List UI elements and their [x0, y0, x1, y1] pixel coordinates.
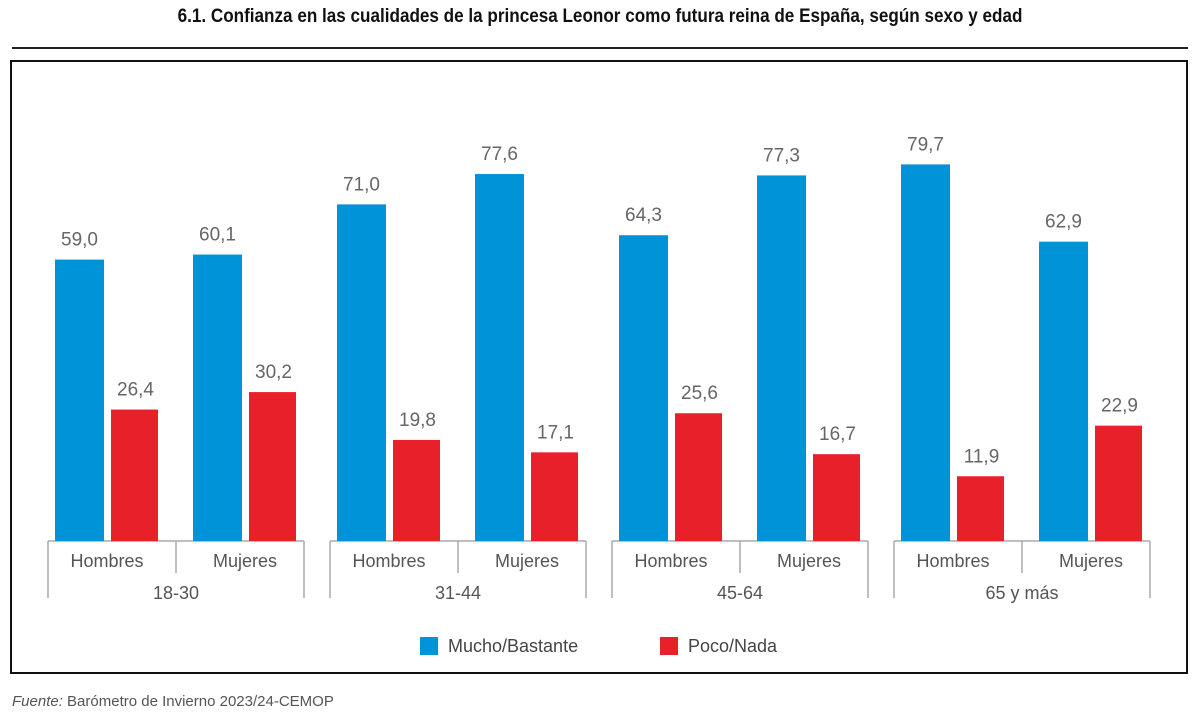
category-label: Mujeres	[495, 551, 559, 571]
group-bracket	[893, 540, 1151, 598]
legend-swatch	[660, 637, 678, 655]
data-label: 77,6	[481, 144, 518, 165]
data-label: 17,1	[537, 422, 574, 443]
bar-poco-nada	[393, 439, 440, 541]
category-label: Hombres	[634, 551, 707, 571]
data-label: 60,1	[199, 225, 236, 246]
source-text: Barómetro de Invierno 2023/24-CEMOP	[62, 693, 334, 710]
bar-poco-nada	[111, 409, 158, 541]
bar-poco-nada	[675, 413, 722, 541]
bar-mucho-bastante	[619, 235, 668, 541]
bar-poco-nada	[957, 476, 1004, 541]
bar-poco-nada	[1095, 425, 1142, 541]
group-label: 18-30	[153, 583, 199, 603]
bar-mucho-bastante	[757, 175, 806, 542]
source-label: Fuente:	[12, 693, 63, 710]
data-label: 62,9	[1045, 212, 1082, 233]
group-label: 45-64	[717, 583, 763, 603]
title-rule	[12, 47, 1188, 49]
data-label: 59,0	[61, 230, 98, 251]
bar-poco-nada	[813, 454, 860, 541]
legend-label: Mucho/Bastante	[448, 636, 578, 656]
data-label: 77,3	[763, 145, 800, 166]
group-bracket	[611, 540, 869, 598]
chart-frame	[10, 60, 1188, 674]
category-label: Mujeres	[777, 551, 841, 571]
data-label: 25,6	[681, 383, 718, 404]
source-note: Fuente: Barómetro de Invierno 2023/24-CE…	[12, 693, 334, 710]
category-label: Hombres	[352, 551, 425, 571]
bar-poco-nada	[531, 452, 578, 541]
category-label: Hombres	[70, 551, 143, 571]
category-label: Mujeres	[213, 551, 277, 571]
category-label: Hombres	[916, 551, 989, 571]
bar-mucho-bastante	[193, 254, 242, 542]
data-label: 30,2	[255, 362, 292, 383]
group-bracket	[47, 540, 305, 598]
data-label: 22,9	[1101, 396, 1138, 417]
bar-mucho-bastante	[901, 164, 950, 541]
data-label: 71,0	[343, 174, 380, 195]
data-label: 79,7	[907, 134, 944, 155]
data-label: 19,8	[399, 410, 436, 431]
bar-poco-nada	[249, 392, 296, 541]
chart-title: 6.1. Confianza en las cualidades de la p…	[177, 6, 1023, 27]
legend-label: Poco/Nada	[688, 636, 778, 656]
group-label: 65 y más	[985, 583, 1058, 603]
bar-mucho-bastante	[55, 259, 104, 541]
legend-swatch	[420, 637, 438, 655]
category-label: Mujeres	[1059, 551, 1123, 571]
bar-mucho-bastante	[1039, 241, 1088, 541]
group-label: 31-44	[435, 583, 481, 603]
data-label: 11,9	[964, 446, 1000, 467]
group-bracket	[329, 540, 587, 598]
bar-mucho-bastante	[337, 204, 386, 541]
bar-mucho-bastante	[475, 174, 524, 542]
data-label: 64,3	[625, 205, 662, 226]
data-label: 16,7	[819, 424, 856, 445]
data-label: 26,4	[117, 380, 154, 401]
